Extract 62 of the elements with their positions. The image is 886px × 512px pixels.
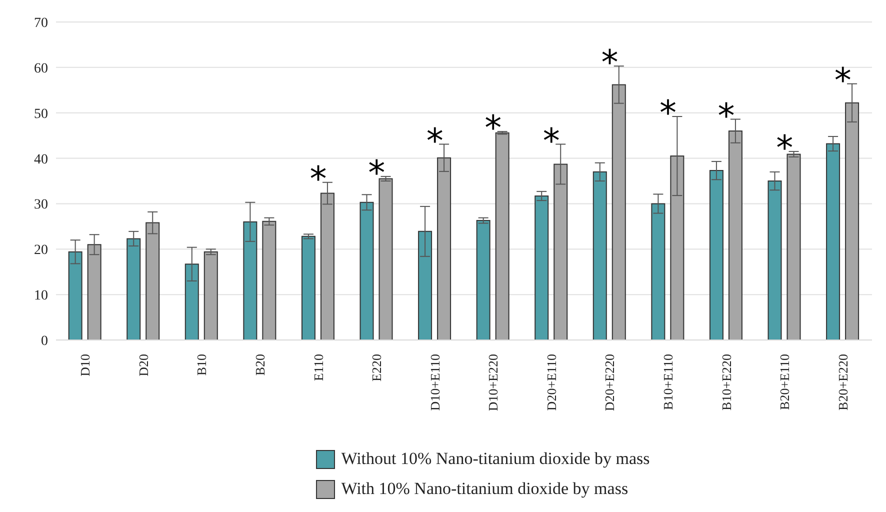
y-tick-label: 0	[41, 334, 48, 349]
bar	[826, 143, 840, 340]
x-tick-label: B20	[252, 354, 268, 376]
bar	[768, 180, 782, 340]
x-tick-label: B10	[194, 354, 210, 376]
annotation: *	[368, 154, 386, 194]
y-tick-label: 60	[34, 61, 48, 76]
x-tick-label: D10	[78, 354, 93, 376]
bar	[418, 230, 432, 340]
bar	[476, 220, 490, 340]
bar	[68, 251, 82, 340]
annotation: *	[834, 60, 852, 101]
x-tick-label: D10+E220	[486, 354, 501, 412]
bar	[437, 157, 452, 340]
bar	[495, 132, 510, 340]
legend-label: With 10% Nano-titanium dioxide by mass	[341, 479, 628, 499]
bar	[243, 221, 258, 340]
x-tick-label: E220	[369, 354, 384, 382]
x-tick-label: D20+E110	[544, 354, 559, 411]
y-tick-label: 70	[34, 16, 48, 31]
bar	[301, 236, 316, 340]
bar	[262, 220, 276, 340]
x-tick-label: B10+E110	[660, 354, 676, 410]
x-tick-label: D20	[136, 354, 151, 376]
x-tick-label: D10+E110	[427, 354, 442, 411]
bar	[204, 251, 218, 340]
bar	[184, 264, 199, 340]
bar	[87, 244, 102, 340]
legend-label: Without 10% Nano-titanium dioxide by mass	[341, 449, 650, 469]
x-tick-label: B20+E220	[835, 354, 850, 410]
y-tick-label: 30	[34, 198, 48, 213]
bar	[592, 171, 607, 340]
bar	[709, 170, 724, 340]
y-tick-label: 40	[34, 152, 48, 168]
x-tick-label: B10+E220	[718, 354, 734, 410]
bar	[670, 156, 684, 340]
y-tick-label: 10	[34, 288, 48, 304]
y-tick-label: 50	[34, 106, 48, 122]
bar	[845, 102, 860, 340]
annotation: *	[660, 94, 676, 134]
bar	[612, 84, 626, 340]
bar	[786, 154, 801, 340]
bar	[651, 203, 666, 340]
y-tick-label: 20	[34, 243, 48, 258]
bar	[728, 130, 742, 340]
bar	[554, 164, 568, 340]
bar	[146, 222, 160, 340]
annotation: *	[601, 43, 618, 84]
annotation: *	[310, 159, 327, 200]
annotation: *	[776, 128, 794, 169]
annotation: *	[542, 121, 560, 162]
bar	[126, 238, 141, 340]
x-tick-label: D20+E220	[602, 354, 618, 412]
bar	[360, 202, 374, 340]
x-tick-label: B20+E110	[777, 354, 792, 410]
annotation: *	[484, 108, 502, 149]
bar	[320, 192, 334, 340]
annotation: *	[426, 121, 444, 162]
bar	[378, 178, 393, 340]
x-tick-label: E110	[310, 354, 326, 381]
annotation: *	[718, 96, 735, 136]
bar	[534, 195, 549, 340]
